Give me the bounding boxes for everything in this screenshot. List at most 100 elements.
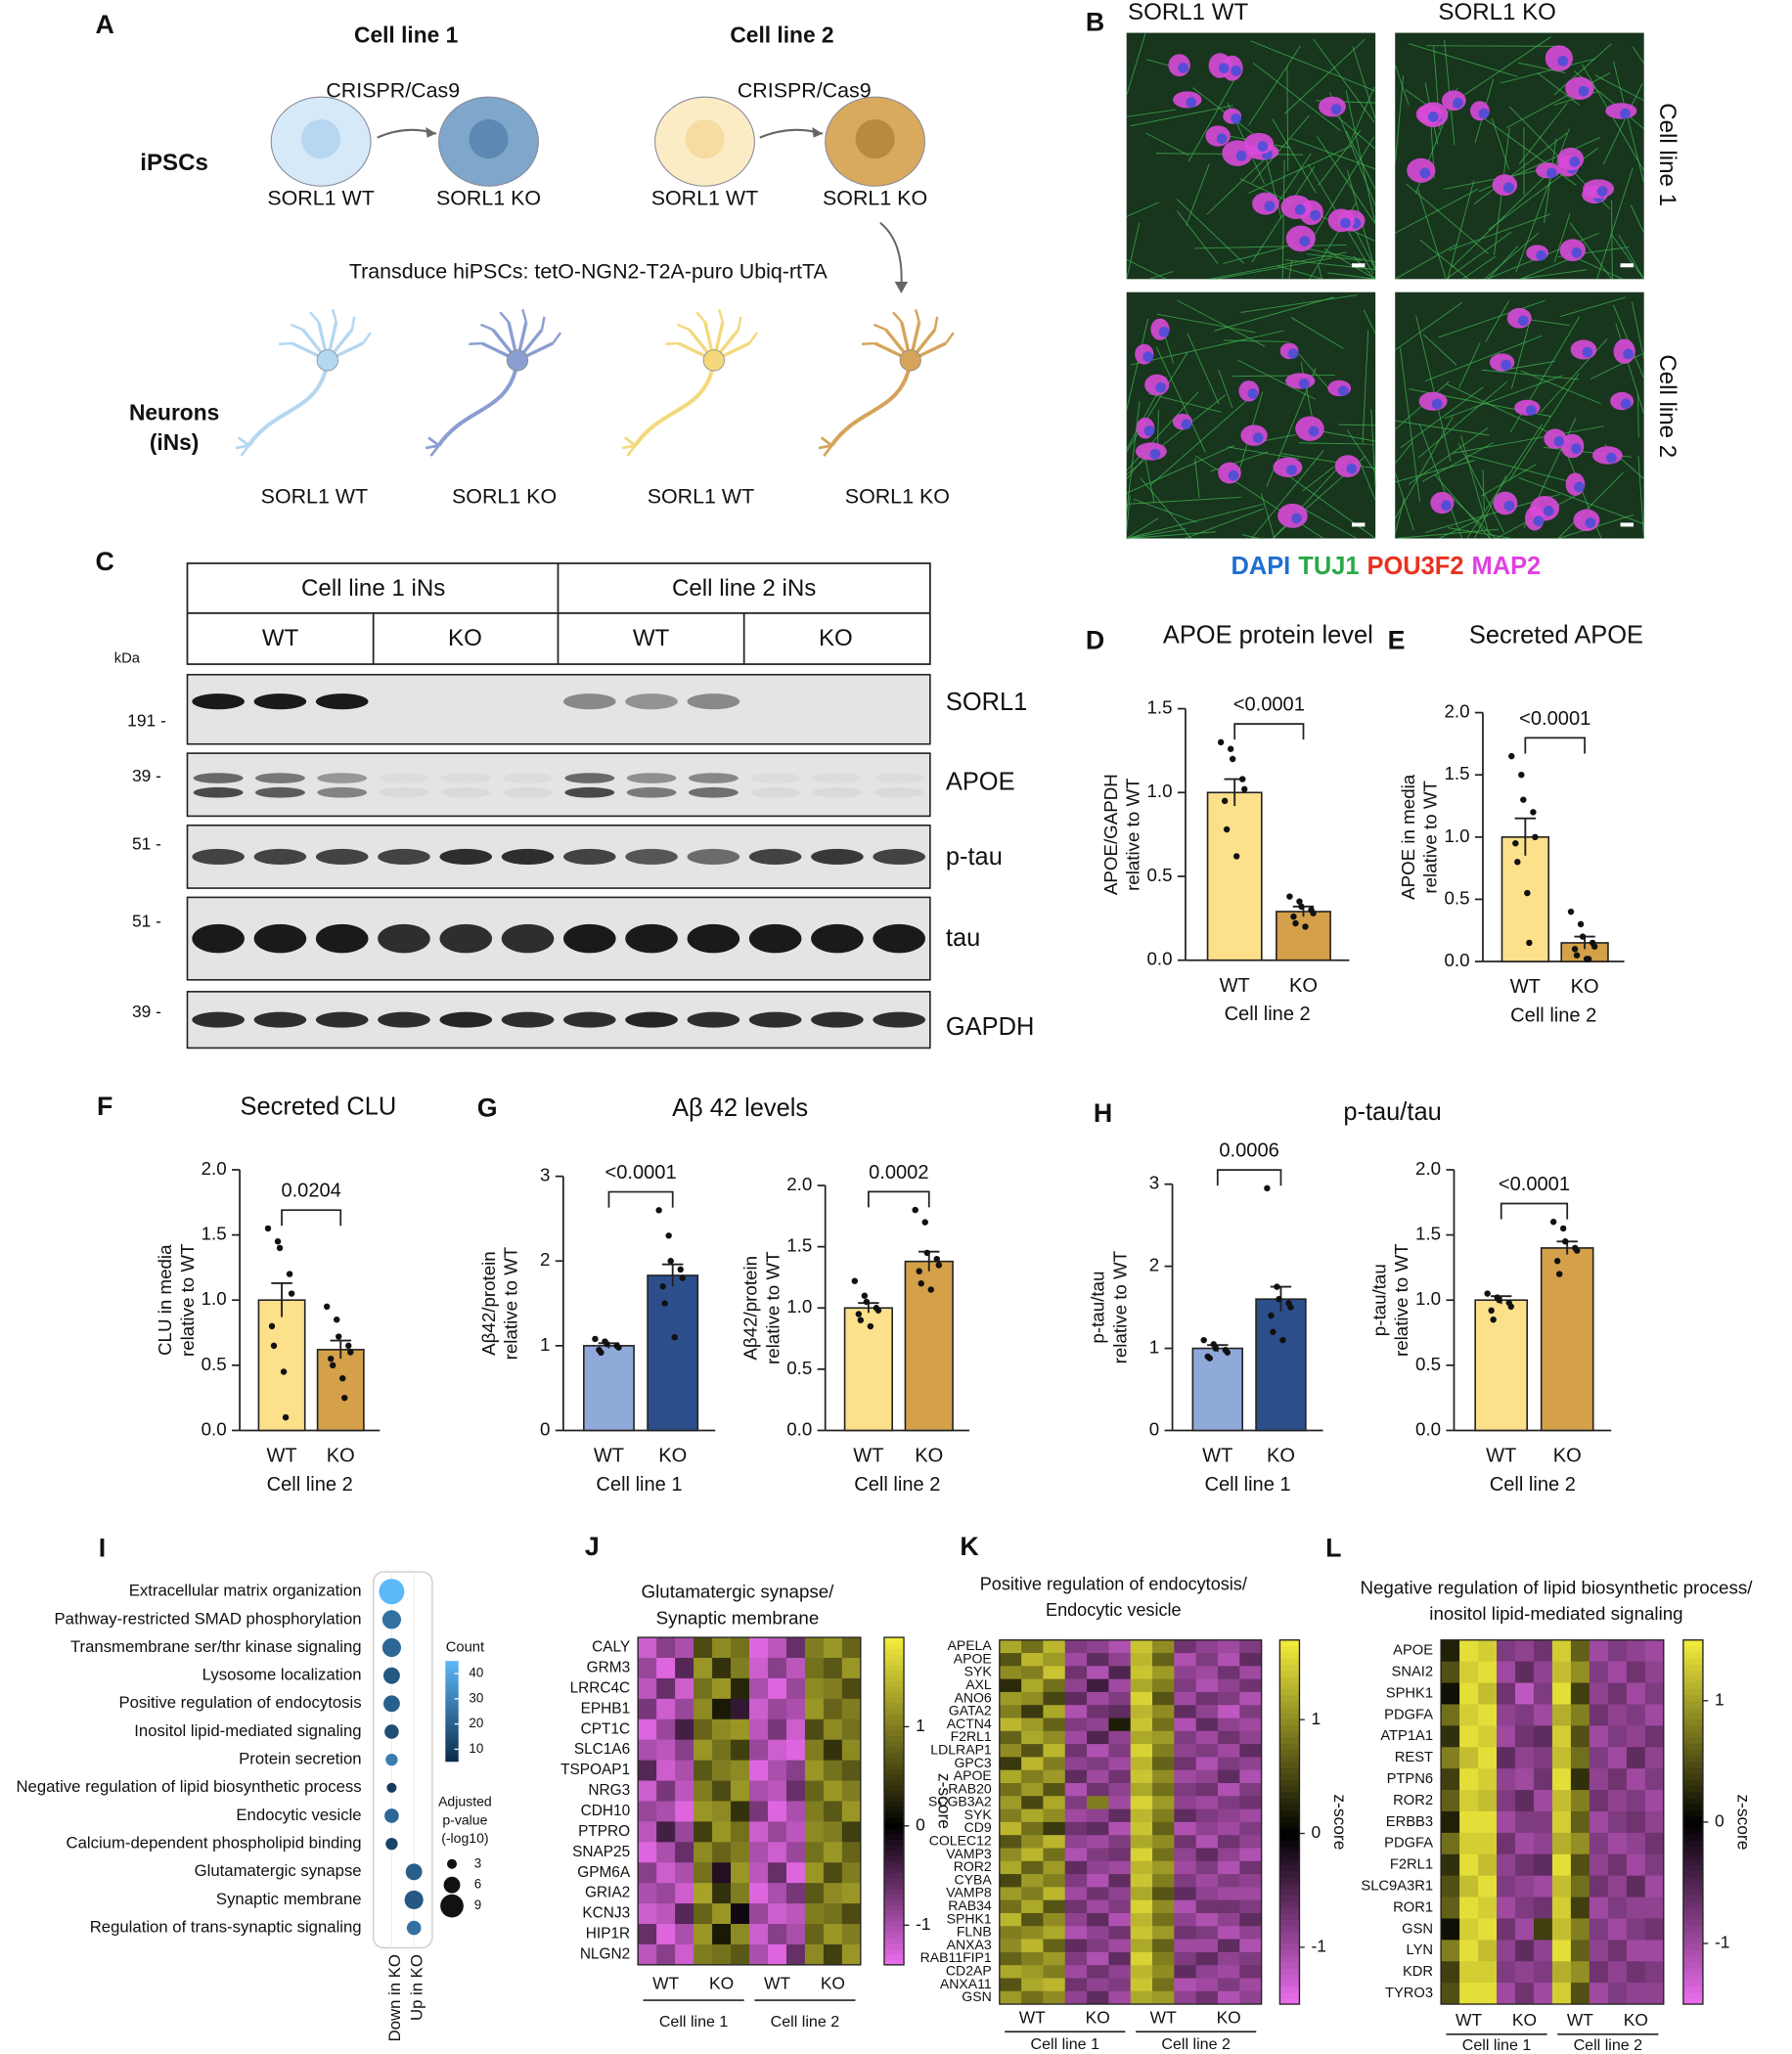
heatmap-cell xyxy=(767,1637,787,1659)
band xyxy=(193,786,244,798)
heatmap-cell xyxy=(785,1801,806,1822)
colorbar-segment xyxy=(1279,1852,1300,1859)
heatmap-cell xyxy=(1514,1790,1535,1812)
colorbar-segment xyxy=(1682,1997,1703,2005)
y-tick-label: 2 xyxy=(540,1249,550,1270)
nucleus xyxy=(1574,481,1585,493)
colorbar-tick-label: -1 xyxy=(1312,1936,1326,1955)
heatmap-cell xyxy=(1064,1860,1088,1875)
neurite xyxy=(1126,531,1216,539)
gene-label: CYBA xyxy=(954,1871,992,1887)
band xyxy=(812,773,863,783)
colorbar-segment xyxy=(883,1697,905,1704)
genotype-label: SORL1 KO xyxy=(845,485,950,509)
heatmap-cell xyxy=(1130,1939,1153,1953)
neurite xyxy=(1237,359,1316,400)
heatmap-cell xyxy=(656,1801,676,1822)
band xyxy=(563,693,616,710)
nucleus xyxy=(1571,443,1582,454)
nucleus xyxy=(1569,156,1581,167)
size-marker: 39 - xyxy=(132,766,161,785)
go-term: Endocytic vesicle xyxy=(236,1806,361,1824)
colorbar-segment xyxy=(1279,1713,1300,1719)
nucleus xyxy=(1596,186,1608,198)
neurite xyxy=(1251,114,1311,184)
colorbar-segment xyxy=(1682,1864,1703,1872)
colorbar-segment xyxy=(883,1910,905,1917)
band xyxy=(625,693,678,710)
heatmap-cell xyxy=(1441,1725,1460,1748)
nucleus xyxy=(1553,435,1565,447)
heatmap-cell xyxy=(1217,1718,1240,1732)
heatmap-cell xyxy=(1043,1796,1066,1809)
heatmap-cell xyxy=(1533,1940,1553,1962)
colorbar-segment xyxy=(1682,1876,1703,1884)
heatmap-cell xyxy=(712,1739,732,1762)
neurite xyxy=(1421,442,1494,482)
neurite xyxy=(1126,495,1131,532)
heatmap-cell xyxy=(1626,1983,1646,2005)
gene-label: SYK xyxy=(964,1664,993,1679)
data-point xyxy=(1238,776,1246,782)
heatmap-cell xyxy=(1478,1875,1498,1898)
band xyxy=(687,693,740,710)
colorbar-segment xyxy=(883,1833,905,1841)
x-axis-label: Cell line 2 xyxy=(1510,1005,1596,1027)
method-label: Transduce hiPSCs: tetO-NGN2-T2A-puro Ubi… xyxy=(349,259,829,283)
heatmap-cell xyxy=(675,1760,694,1781)
nucleus xyxy=(1155,381,1167,393)
heatmap-cell xyxy=(1551,1704,1572,1726)
heatmap-cell xyxy=(1589,1682,1609,1705)
heatmap-cell xyxy=(767,1842,787,1863)
gene-label: APOE xyxy=(954,1767,992,1783)
gene-label: RAB34 xyxy=(948,1898,992,1913)
heatmap-cell xyxy=(638,1719,657,1741)
nucleus xyxy=(1585,517,1596,528)
heatmap-cell xyxy=(1478,1940,1498,1962)
colorbar-segment xyxy=(883,1675,905,1682)
neurite xyxy=(1126,394,1227,475)
heatmap-cell xyxy=(999,1990,1022,2005)
heatmap-cell xyxy=(1064,1796,1088,1809)
heatmap-cell xyxy=(1239,1899,1263,1914)
heatmap-cell xyxy=(656,1760,676,1781)
band xyxy=(315,1011,369,1028)
colorbar-segment xyxy=(1279,1664,1300,1672)
heatmap-cell xyxy=(999,1796,1022,1809)
colorbar-segment xyxy=(1682,1658,1703,1666)
band xyxy=(563,1011,616,1028)
neurite xyxy=(1305,136,1375,249)
y-tick-label: 0 xyxy=(1149,1418,1159,1439)
heatmap-cell xyxy=(1441,1661,1460,1683)
neurite xyxy=(1417,380,1508,459)
data-point xyxy=(264,1225,272,1232)
heatmap-cell xyxy=(1514,1897,1535,1919)
group-label: WT xyxy=(652,1974,679,1993)
heatmap-cell xyxy=(1152,1744,1175,1758)
colorbar-segment xyxy=(1682,1980,1703,1987)
heatmap-cell xyxy=(1497,1918,1516,1941)
heatmap-cell xyxy=(999,1705,1022,1719)
heatmap-cell xyxy=(1217,1978,1240,1992)
heatmap-cell xyxy=(1551,1747,1572,1769)
heatmap-cell xyxy=(1130,1926,1153,1940)
x-tick-label: WT xyxy=(1220,975,1250,997)
heatmap-cell xyxy=(638,1760,657,1781)
heatmap-cell xyxy=(675,1739,694,1762)
heatmap-cell xyxy=(749,1760,769,1781)
heatmap-cell xyxy=(731,1780,750,1802)
heatmap-cell xyxy=(785,1760,806,1781)
heatmap-cell xyxy=(1644,1875,1665,1898)
heatmap-cell xyxy=(1021,1744,1044,1758)
heatmap-cell xyxy=(1195,1939,1219,1953)
heatmap-cell xyxy=(1570,1747,1590,1769)
heatmap-cell xyxy=(1195,1769,1219,1784)
neurite xyxy=(1126,496,1242,505)
size-marker: 51 - xyxy=(132,833,161,853)
size-legend-dot xyxy=(443,1876,461,1894)
heatmap-cell xyxy=(1441,1918,1460,1941)
data-point xyxy=(336,1333,342,1340)
heatmap-cell xyxy=(1459,1832,1479,1855)
nucleus xyxy=(1308,425,1320,437)
size-marker: 191 - xyxy=(127,711,166,731)
